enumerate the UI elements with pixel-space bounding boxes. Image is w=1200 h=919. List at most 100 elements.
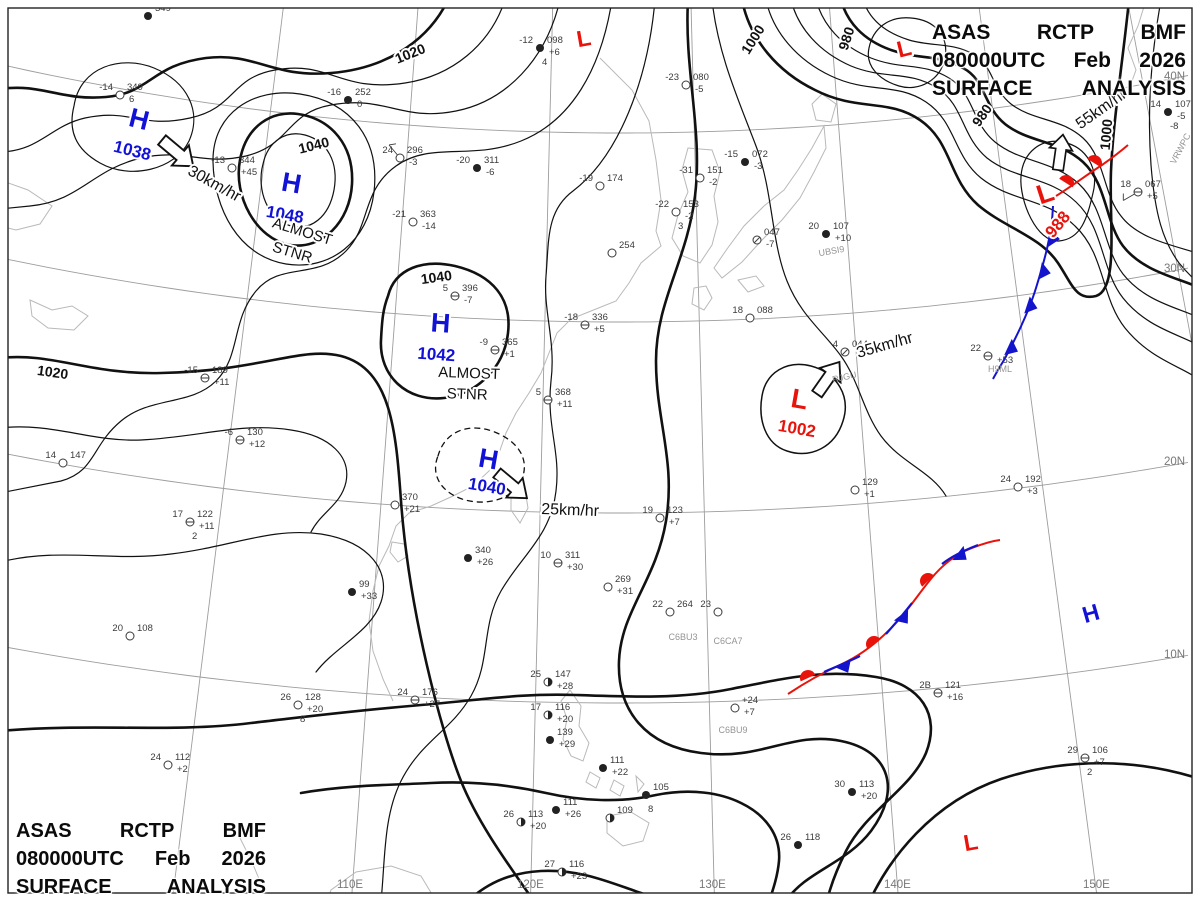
- station-value: -21: [392, 209, 406, 220]
- isobar: [742, 8, 1130, 299]
- station-value: 2: [192, 531, 197, 542]
- longitude-label: 130E: [699, 879, 726, 891]
- station-value: 4: [833, 339, 838, 350]
- station-plot: -9 365+1: [480, 337, 518, 360]
- station-symbol-overcast: [794, 841, 802, 849]
- station-value: 118: [805, 832, 820, 843]
- station-value: +11: [199, 521, 214, 532]
- station-plot: 22 +53: [970, 343, 1013, 366]
- movement-arrow-icon: [1047, 133, 1074, 172]
- station-value: 254: [619, 240, 635, 251]
- station-value: 0: [357, 99, 362, 110]
- station-plot: +24+7: [730, 695, 758, 718]
- isobar-label: 980: [835, 25, 858, 52]
- isobar-label: 1020: [36, 362, 69, 382]
- longitude-label: 120E: [517, 879, 544, 891]
- station-value: -19: [579, 173, 593, 184]
- meridian-line: [978, 8, 1097, 893]
- coastline: [389, 541, 409, 563]
- station-symbol: [607, 248, 617, 258]
- station-callsign: RJGU: [831, 370, 857, 385]
- station-value: 6: [129, 94, 134, 105]
- title-word: BMF: [1140, 21, 1187, 44]
- station-symbol-detail: [548, 678, 552, 686]
- station-value: 111: [610, 755, 624, 766]
- isobar: [260, 133, 336, 228]
- isobar: [8, 531, 385, 673]
- map-frame: [7, 7, 1193, 894]
- station-value: -14: [99, 82, 113, 93]
- station-value: 370: [402, 492, 418, 503]
- coastline: [8, 182, 53, 231]
- station-value: -13: [211, 155, 225, 166]
- station-value: 111: [563, 797, 577, 808]
- station-value: 176: [422, 687, 438, 698]
- station-plot: 18 088: [732, 305, 773, 323]
- station-plot: 24 296-3: [382, 143, 423, 168]
- station-value: +24: [742, 695, 758, 706]
- station-value: 116: [569, 859, 584, 870]
- station-value: +20: [530, 821, 546, 832]
- cold-front-symbol: [1038, 262, 1051, 280]
- station-plot: 109: [605, 805, 633, 823]
- station-value: +2: [177, 764, 188, 775]
- station-callsign: H9ML: [988, 364, 1012, 374]
- title-word: SURFACE: [16, 876, 112, 898]
- latitude-label: 40N: [1164, 71, 1185, 83]
- station-plot: 111+22: [599, 755, 628, 778]
- station-value: +5: [594, 324, 605, 335]
- station-plot: 27 116+23: [544, 859, 587, 882]
- station-plot: 4 044: [833, 339, 868, 357]
- station-value: 3: [678, 221, 683, 232]
- station-value: 365: [502, 337, 518, 348]
- station-plot: 26 113+20: [503, 809, 546, 832]
- station-value: +3: [1027, 486, 1038, 497]
- coastline: [368, 57, 662, 702]
- station-value: 30: [834, 779, 845, 790]
- station-plot: 24 176+27: [397, 687, 440, 710]
- station-plot: 24 112+2: [150, 752, 190, 775]
- station-plot: 26 118: [780, 832, 820, 849]
- station-value: 20: [112, 623, 123, 634]
- latitude-label: 10N: [1164, 649, 1185, 661]
- station-value: 368: [555, 387, 571, 398]
- station-symbol: [850, 485, 860, 495]
- station-symbol-overcast: [546, 736, 554, 744]
- movement-annotation: STNR: [270, 239, 314, 267]
- station-value: 129: [862, 477, 878, 488]
- isobar-label: 1000: [1097, 118, 1116, 151]
- station-symbol-overcast: [144, 12, 152, 20]
- station-value: 123: [667, 505, 683, 516]
- isobar: [8, 8, 503, 152]
- station-value: +5: [1147, 191, 1158, 202]
- station-plot: 25 147+28: [530, 669, 573, 692]
- station-value: +1: [504, 349, 515, 360]
- station-value: 113: [528, 809, 543, 820]
- isobar: [1020, 140, 1095, 242]
- isobar: [8, 352, 530, 893]
- coastline: [609, 779, 625, 797]
- station-value: -6: [486, 167, 494, 178]
- title-word: Feb: [1073, 49, 1111, 72]
- station-value: +12: [249, 439, 265, 450]
- station-value: 174: [607, 173, 623, 184]
- warm-front-symbol: [920, 573, 934, 587]
- high-pressure-symbol: H: [476, 443, 500, 476]
- station-callsign: C6BU9: [718, 725, 747, 735]
- cold-front-symbol: [1004, 338, 1018, 356]
- station-value: 349: [127, 82, 143, 93]
- station-value: 20: [808, 221, 819, 232]
- title-block-bottom-left: ASAS RCTP BMF 080000UTC Feb 2026 SURFACE…: [16, 818, 266, 900]
- isobar: [767, 8, 1192, 376]
- station-plot: 111+26: [552, 797, 581, 820]
- station-value: 121: [945, 680, 961, 691]
- pressure-center-value: 1002: [777, 416, 818, 441]
- coastline: [29, 299, 89, 331]
- station-value: 14: [1150, 99, 1161, 110]
- low-pressure-symbol: L: [961, 828, 979, 856]
- coastline: [635, 774, 645, 794]
- station-value: -14: [422, 221, 436, 232]
- station-value: -16: [327, 87, 341, 98]
- station-value: +33: [361, 591, 377, 602]
